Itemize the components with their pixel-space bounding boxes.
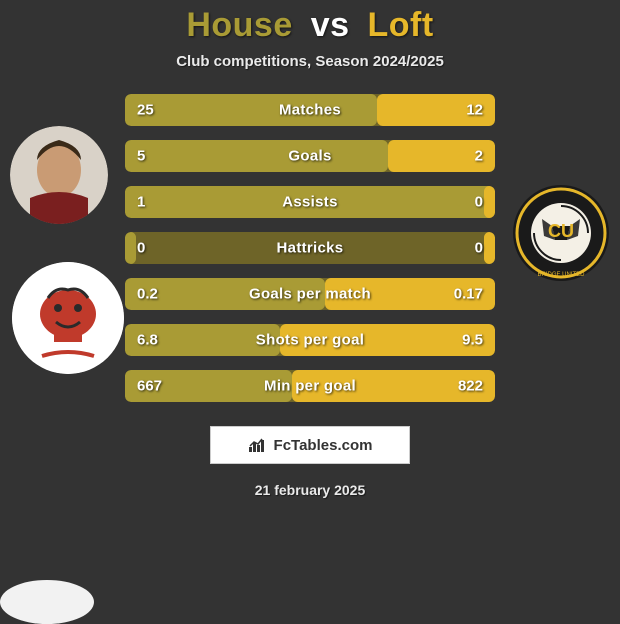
svg-text:BRIDGE UNITED: BRIDGE UNITED (537, 272, 585, 278)
metric-right-value: 12 (466, 102, 483, 119)
right-club-badge: CU BRIDGE UNITED (512, 184, 610, 282)
metric-left-value: 0.2 (137, 286, 158, 303)
title-player1: House (186, 6, 292, 44)
metric-left-fill (125, 232, 136, 264)
date-label: 21 february 2025 (255, 482, 366, 498)
subtitle: Club competitions, Season 2024/2025 (176, 53, 444, 70)
metric-row: 0.2 0.17 Goals per match (125, 278, 495, 310)
brand-badge: FcTables.com (210, 426, 410, 464)
metric-left-fill (125, 140, 388, 172)
metric-label: Assists (282, 194, 337, 211)
metric-left-value: 25 (137, 102, 154, 119)
metric-label: Shots per goal (256, 332, 364, 349)
metric-right-value: 9.5 (462, 332, 483, 349)
metric-label: Goals per match (249, 286, 371, 303)
metric-row: 1 0 Assists (125, 186, 495, 218)
metric-row: 6.8 9.5 Shots per goal (125, 324, 495, 356)
metric-row: 667 822 Min per goal (125, 370, 495, 402)
metric-right-value: 0.17 (454, 286, 483, 303)
page-title: House vs Loft (186, 6, 433, 45)
title-player2: Loft (367, 6, 433, 44)
metric-left-value: 6.8 (137, 332, 158, 349)
metric-label: Hattricks (277, 240, 344, 257)
metric-right-value: 822 (458, 378, 483, 395)
metric-row: 5 2 Goals (125, 140, 495, 172)
metric-row: 0 0 Hattricks (125, 232, 495, 264)
metric-label: Matches (279, 102, 341, 119)
title-vs: vs (311, 6, 350, 44)
metric-right-value: 0 (475, 240, 483, 257)
metrics-list: 25 12 Matches 5 2 Goals 1 0 Assists 0 0 Hattricks 0.… (125, 94, 495, 402)
metric-left-value: 0 (137, 240, 145, 257)
metric-left-value: 1 (137, 194, 145, 211)
metric-left-value: 5 (137, 148, 145, 165)
metric-row: 25 12 Matches (125, 94, 495, 126)
brand-chart-icon (248, 437, 268, 453)
metric-label: Goals (288, 148, 331, 165)
player-left-avatar (10, 126, 108, 224)
right-club-badge-text: CU (548, 221, 574, 241)
brand-text: FcTables.com (274, 437, 373, 454)
metric-left-value: 667 (137, 378, 162, 395)
metric-label: Min per goal (264, 378, 356, 395)
metric-right-fill (484, 232, 495, 264)
metric-right-value: 2 (475, 148, 483, 165)
left-club-badge (12, 262, 124, 374)
player-right-avatar (0, 580, 94, 624)
metric-right-fill (484, 186, 495, 218)
metric-right-value: 0 (475, 194, 483, 211)
